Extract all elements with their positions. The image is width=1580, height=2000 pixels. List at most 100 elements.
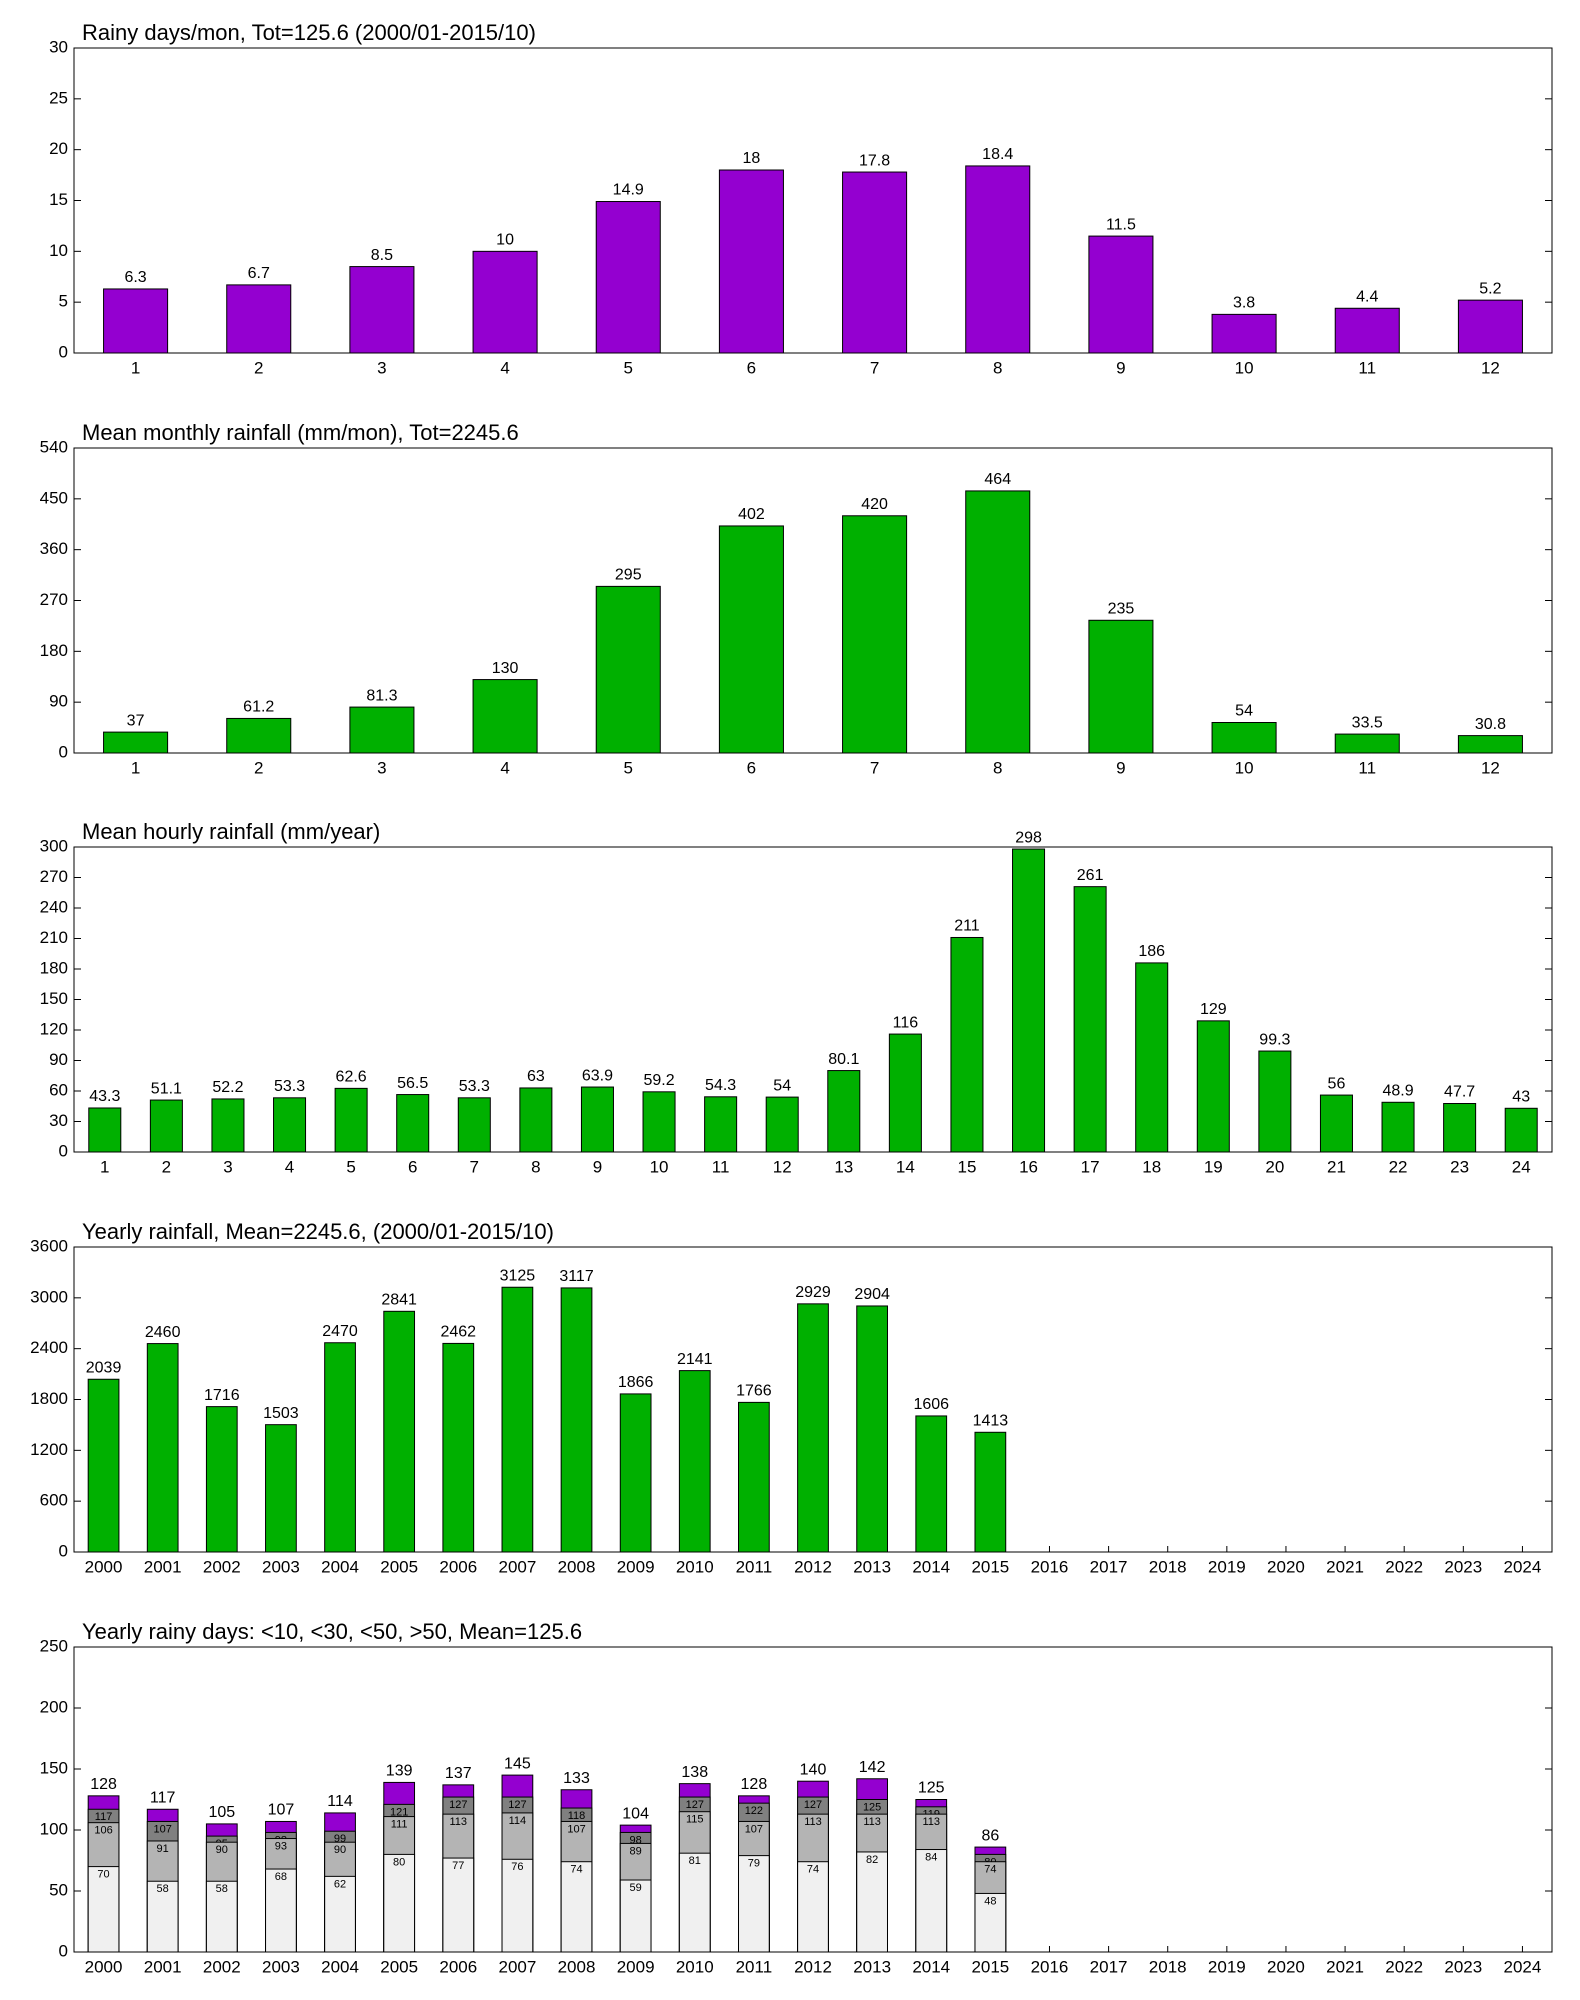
bar [842, 515, 908, 754]
x-tick-label: 23 [1450, 1157, 1469, 1176]
bar [965, 490, 1031, 754]
x-tick-label: 22 [1389, 1157, 1408, 1176]
x-tick-label: 2020 [1267, 1957, 1305, 1976]
value-label: 3117 [559, 1268, 594, 1285]
value-label: 77 [452, 1860, 464, 1872]
x-tick-label: 2001 [144, 1957, 182, 1976]
bar [349, 266, 415, 354]
value-label: 63.9 [582, 1067, 613, 1084]
x-tick-label: 2017 [1090, 1557, 1128, 1576]
value-label: 107 [154, 1823, 172, 1835]
y-tick-label: 1200 [30, 1440, 68, 1459]
bar-segment [442, 1857, 475, 1953]
value-label: 402 [738, 506, 765, 523]
x-tick-label: 10 [1235, 758, 1254, 777]
plot-frame [73, 846, 1553, 1153]
y-tick-label: 90 [49, 692, 68, 711]
y-tick-label: 30 [49, 37, 68, 56]
x-tick-label: 2019 [1208, 1557, 1246, 1576]
x-tick-label: 2018 [1149, 1557, 1187, 1576]
value-label: 1413 [973, 1413, 1009, 1430]
x-tick-label: 2021 [1326, 1557, 1364, 1576]
y-tick-label: 30 [49, 1111, 68, 1130]
value-label: 68 [275, 1871, 287, 1883]
bar [211, 1098, 245, 1153]
bar [842, 171, 908, 354]
y-tick-label: 600 [40, 1491, 68, 1510]
y-tick-label: 3600 [30, 1236, 68, 1255]
bar [1211, 313, 1277, 354]
x-tick-label: 2016 [1031, 1957, 1069, 1976]
value-label: 140 [800, 1761, 827, 1778]
x-tick-label: 1 [131, 758, 140, 777]
value-label: 5.2 [1479, 280, 1501, 297]
x-tick-label: 2024 [1504, 1557, 1542, 1576]
value-label: 79 [748, 1858, 760, 1870]
value-label: 114 [327, 1793, 353, 1810]
bar [396, 1094, 430, 1153]
y-tick-label: 180 [40, 641, 68, 660]
x-tick-label: 2015 [971, 1557, 1009, 1576]
y-tick-label: 100 [40, 1819, 68, 1838]
x-tick-label: 2003 [262, 1557, 300, 1576]
bar [226, 284, 292, 354]
bar [797, 1303, 829, 1553]
x-tick-label: 2004 [321, 1557, 359, 1576]
bar [1135, 962, 1169, 1153]
value-label: 107 [745, 1823, 763, 1835]
bar-segment [205, 1880, 238, 1953]
value-label: 127 [449, 1799, 467, 1811]
bar [642, 1091, 676, 1153]
x-tick-label: 2006 [439, 1557, 477, 1576]
bar [324, 1342, 356, 1553]
value-label: 113 [450, 1816, 468, 1828]
value-label: 114 [509, 1815, 527, 1827]
bar [1319, 1094, 1353, 1153]
x-tick-label: 5 [624, 358, 633, 377]
bar-segment [738, 1855, 770, 1953]
value-label: 139 [386, 1763, 413, 1780]
bar [1443, 1103, 1477, 1153]
bar [580, 1086, 614, 1153]
x-tick-label: 4 [500, 758, 509, 777]
value-label: 53.3 [274, 1078, 305, 1095]
x-tick-label: 12 [773, 1157, 792, 1176]
y-tick-label: 20 [49, 139, 68, 158]
value-label: 115 [686, 1814, 704, 1826]
y-tick-label: 270 [40, 590, 68, 609]
x-tick-label: 2002 [203, 1557, 241, 1576]
x-tick-label: 2014 [912, 1957, 950, 1976]
bar [856, 1305, 888, 1553]
value-label: 6.3 [124, 269, 146, 286]
value-label: 211 [954, 918, 980, 935]
value-label: 2460 [145, 1324, 181, 1341]
x-tick-label: 2002 [203, 1957, 241, 1976]
value-label: 54 [773, 1077, 791, 1094]
value-label: 51.1 [151, 1080, 182, 1097]
value-label: 8.5 [371, 247, 393, 264]
value-label: 80 [393, 1856, 405, 1868]
value-label: 121 [390, 1806, 408, 1818]
value-label: 261 [1077, 867, 1104, 884]
bar [595, 201, 661, 354]
value-label: 2039 [86, 1359, 122, 1376]
x-tick-label: 8 [993, 358, 1002, 377]
value-label: 58 [157, 1883, 169, 1895]
bar [738, 1401, 770, 1553]
value-label: 105 [208, 1804, 235, 1821]
value-label: 106 [94, 1825, 112, 1837]
x-tick-label: 18 [1142, 1157, 1161, 1176]
value-label: 1606 [913, 1396, 949, 1413]
x-tick-label: 2006 [439, 1957, 477, 1976]
y-tick-label: 300 [40, 836, 68, 855]
value-label: 127 [804, 1799, 822, 1811]
value-label: 43.3 [89, 1088, 120, 1105]
value-label: 48.9 [1382, 1083, 1413, 1100]
x-tick-label: 17 [1081, 1157, 1100, 1176]
bar [1073, 886, 1107, 1153]
bar [619, 1393, 652, 1553]
y-tick-label: 0 [59, 1141, 68, 1160]
x-tick-label: 5 [346, 1157, 355, 1176]
value-label: 113 [863, 1816, 881, 1828]
y-tick-label: 240 [40, 897, 68, 916]
